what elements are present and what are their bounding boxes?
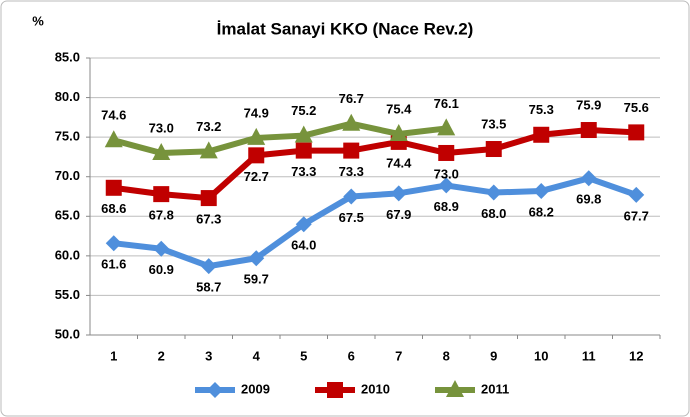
marker [533, 126, 550, 143]
x-tick-label: 9 [490, 348, 497, 363]
marker [105, 235, 122, 252]
y-tick-label: 60.0 [55, 247, 80, 262]
marker [153, 240, 170, 257]
data-label: 68.6 [101, 201, 126, 216]
marker [580, 170, 597, 187]
data-label: 73.0 [434, 166, 459, 181]
data-label: 73.3 [291, 164, 316, 179]
data-label: 67.5 [339, 210, 364, 225]
marker [152, 142, 171, 160]
data-label: 68.2 [529, 204, 554, 219]
marker [437, 118, 456, 136]
data-label: 67.9 [386, 207, 411, 222]
x-tick-label: 5 [300, 348, 307, 363]
marker [294, 125, 313, 143]
marker [248, 250, 265, 267]
data-label: 67.7 [624, 208, 649, 223]
series-line [113, 175, 638, 270]
marker [247, 127, 266, 145]
series-line [112, 120, 447, 156]
marker [390, 185, 407, 202]
data-label: 76.7 [339, 91, 364, 106]
marker [248, 147, 265, 164]
x-tick-label: 7 [395, 348, 402, 363]
data-label: 58.7 [196, 280, 221, 295]
legend-label: 2011 [481, 381, 509, 396]
y-tick-label: 80.0 [55, 89, 80, 104]
marker [207, 382, 223, 398]
data-label: 76.1 [434, 96, 459, 111]
marker [628, 186, 645, 203]
marker [533, 182, 550, 199]
marker [485, 184, 502, 201]
y-tick-label: 55.0 [55, 287, 80, 302]
data-label: 75.4 [386, 101, 412, 116]
x-tick-label: 8 [443, 348, 450, 363]
data-label: 60.9 [149, 262, 174, 277]
marker [438, 177, 455, 194]
marker [343, 188, 360, 205]
marker [438, 144, 455, 161]
data-label: 67.3 [196, 212, 221, 227]
data-label: 75.3 [529, 102, 554, 117]
data-label: 72.7 [244, 169, 269, 184]
marker [200, 258, 217, 275]
marker [343, 142, 360, 159]
marker [200, 190, 217, 207]
data-label: 73.3 [339, 164, 364, 179]
data-label: 75.2 [291, 103, 316, 118]
marker [485, 141, 502, 158]
x-tick-label: 4 [253, 348, 261, 363]
marker [153, 186, 170, 203]
legend-label: 2010 [361, 381, 390, 396]
data-label: 73.2 [196, 119, 221, 134]
data-label: 75.6 [624, 100, 649, 115]
data-label: 64.0 [291, 238, 316, 253]
y-tick-label: 70.0 [55, 168, 80, 183]
data-label: 75.9 [576, 97, 601, 112]
marker [327, 382, 343, 398]
data-label: 69.8 [576, 192, 601, 207]
x-tick-label: 1 [110, 348, 117, 363]
x-tick-label: 6 [348, 348, 355, 363]
marker [295, 142, 312, 159]
x-tick-label: 2 [158, 348, 165, 363]
data-label: 59.7 [244, 272, 269, 287]
data-label: 74.4 [386, 155, 412, 170]
y-axis-label: % [32, 13, 44, 28]
marker [628, 124, 645, 141]
data-label: 74.6 [101, 108, 126, 123]
marker [105, 179, 122, 196]
data-label: 68.9 [434, 199, 459, 214]
marker [104, 130, 123, 148]
data-label: 73.0 [149, 120, 174, 135]
legend-label: 2009 [241, 381, 270, 396]
marker [389, 123, 408, 141]
y-tick-label: 75.0 [55, 129, 80, 144]
x-tick-label: 11 [582, 348, 596, 363]
y-tick-label: 50.0 [55, 326, 80, 341]
x-tick-label: 10 [534, 348, 548, 363]
data-label: 74.9 [244, 105, 269, 120]
y-tick-label: 85.0 [55, 49, 80, 64]
marker [342, 113, 361, 131]
data-label: 68.0 [481, 206, 506, 221]
x-tick-label: 3 [205, 348, 212, 363]
chart-title: İmalat Sanayi KKO (Nace Rev.2) [217, 19, 474, 38]
marker [580, 122, 597, 139]
marker [295, 216, 312, 233]
marker [199, 141, 218, 159]
x-tick-label: 12 [629, 348, 643, 363]
data-label: 67.8 [149, 208, 174, 223]
y-tick-label: 65.0 [55, 208, 80, 223]
data-label: 73.5 [481, 116, 506, 131]
data-label: 61.6 [101, 257, 126, 272]
marker [446, 380, 464, 397]
